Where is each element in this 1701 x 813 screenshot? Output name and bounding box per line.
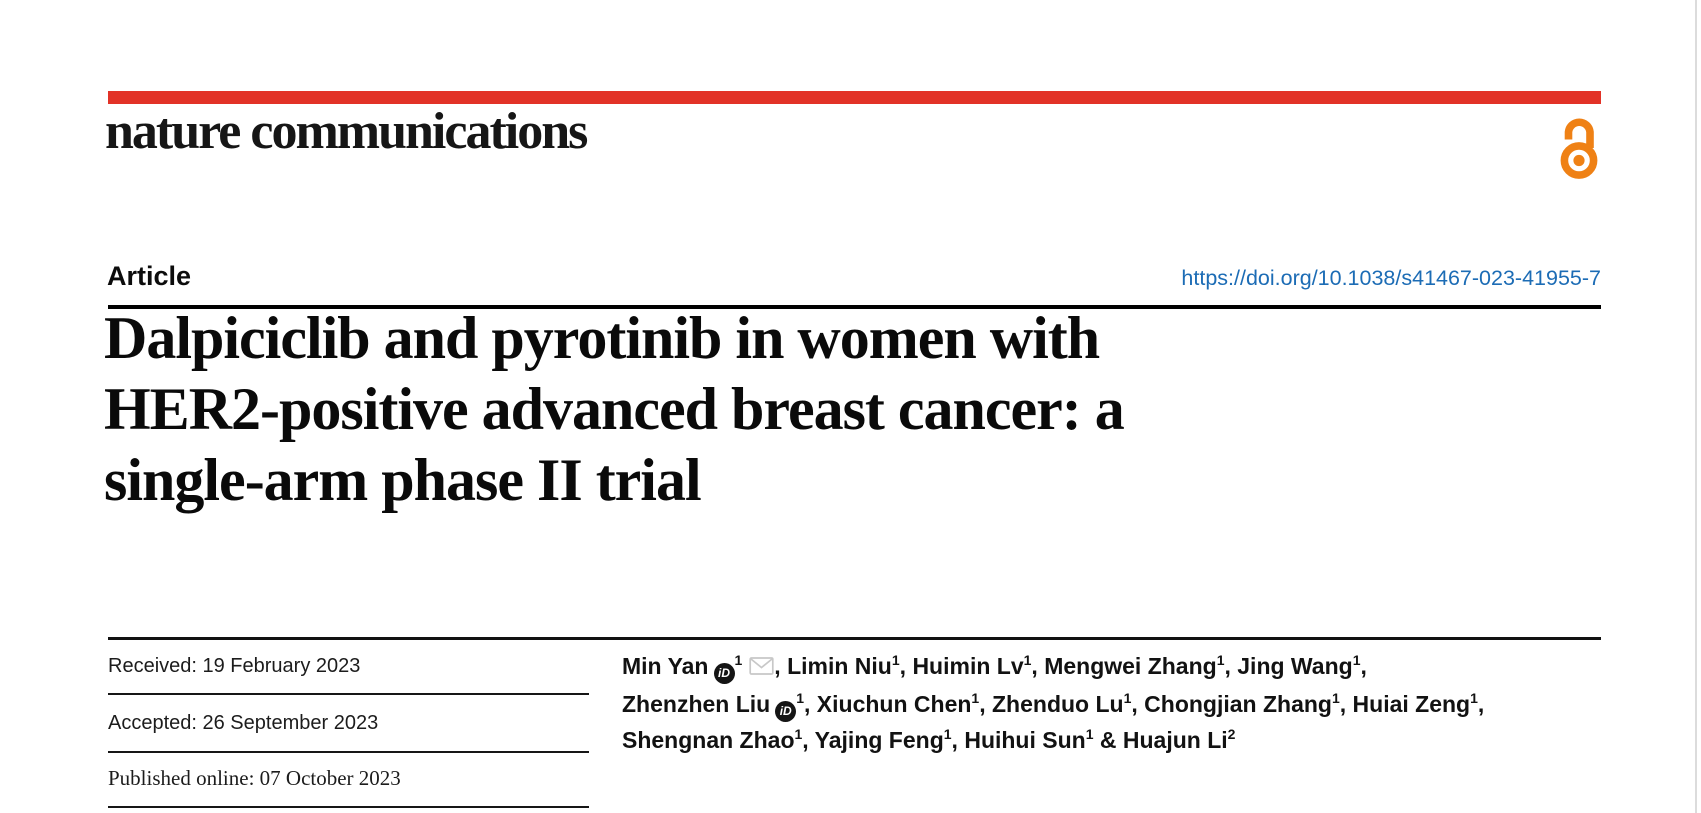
article-title-line-3: single-arm phase II trial xyxy=(104,447,702,513)
open-access-icon[interactable] xyxy=(1556,112,1602,180)
email-envelope-icon[interactable] xyxy=(749,650,774,686)
affiliation-superscript: 1 xyxy=(734,652,743,668)
masthead-red-bar xyxy=(108,91,1601,104)
affiliation-superscript: 1 xyxy=(971,690,980,706)
article-title: Dalpiciclib and pyrotinib in women with … xyxy=(104,303,1584,516)
affiliation-superscript: 1 xyxy=(1023,652,1032,668)
affiliation-superscript: 1 xyxy=(1216,652,1225,668)
article-title-line-1: Dalpiciclib and pyrotinib in women with xyxy=(104,305,1100,371)
author-name: Jing Wang xyxy=(1237,653,1353,679)
affiliation-superscript: 2 xyxy=(1227,726,1236,742)
published-divider xyxy=(108,806,589,808)
author-name: Zhenzhen Liu xyxy=(622,691,771,717)
affiliation-superscript: 1 xyxy=(943,726,952,742)
affiliation-superscript: 1 xyxy=(1085,726,1094,742)
author-name: Yajing Feng xyxy=(814,727,944,753)
affiliation-superscript: 1 xyxy=(1123,690,1132,706)
author-list: Min Yan iD1, Limin Niu1, Huimin Lv1, Meng… xyxy=(622,648,1612,758)
author-name: Min Yan xyxy=(622,653,709,679)
received-date: Received: 19 February 2023 xyxy=(108,655,361,677)
author-name: Chongjian Zhang xyxy=(1144,691,1332,717)
author-line: Zhenzhen Liu iD1, Xiuchun Chen1, Zhenduo … xyxy=(622,686,1612,722)
author-name: Mengwei Zhang xyxy=(1044,653,1217,679)
author-name: Xiuchun Chen xyxy=(816,691,972,717)
author-name: Huiai Zeng xyxy=(1352,691,1471,717)
page-edge-divider xyxy=(1695,0,1697,813)
affiliation-superscript: 1 xyxy=(796,690,805,706)
author-name: Limin Niu xyxy=(787,653,892,679)
received-divider xyxy=(108,693,589,695)
article-title-line-2: HER2-positive advanced breast cancer: a xyxy=(104,376,1125,442)
affiliation-superscript: 1 xyxy=(1331,690,1340,706)
author-name: Shengnan Zhao xyxy=(622,727,795,753)
affiliation-superscript: 1 xyxy=(891,652,900,668)
orcid-icon[interactable]: iD xyxy=(713,662,735,684)
orcid-icon[interactable]: iD xyxy=(775,700,797,722)
header-rule xyxy=(108,305,1601,309)
affiliation-superscript: 1 xyxy=(1470,690,1478,706)
author-name: Huimin Lv xyxy=(912,653,1024,679)
author-name: Zhenduo Lu xyxy=(992,691,1124,717)
article-type-label: Article xyxy=(107,261,192,291)
author-name: Huajun Li xyxy=(1122,727,1228,753)
doi-link[interactable]: https://doi.org/10.1038/s41467-023-41955… xyxy=(1181,266,1601,290)
affiliation-superscript: 1 xyxy=(1352,652,1361,668)
accepted-date: Accepted: 26 September 2023 xyxy=(108,712,379,734)
metadata-top-rule xyxy=(108,637,1601,640)
journal-logotype: nature communications xyxy=(105,103,588,160)
affiliation-superscript: 1 xyxy=(794,726,803,742)
accepted-divider xyxy=(108,751,589,753)
author-line: Min Yan iD1, Limin Niu1, Huimin Lv1, Meng… xyxy=(622,648,1612,686)
author-line: Shengnan Zhao1, Yajing Feng1, Huihui Sun… xyxy=(622,726,1236,753)
published-date: Published online: 07 October 2023 xyxy=(108,766,401,790)
author-name: Huihui Sun xyxy=(964,727,1086,753)
